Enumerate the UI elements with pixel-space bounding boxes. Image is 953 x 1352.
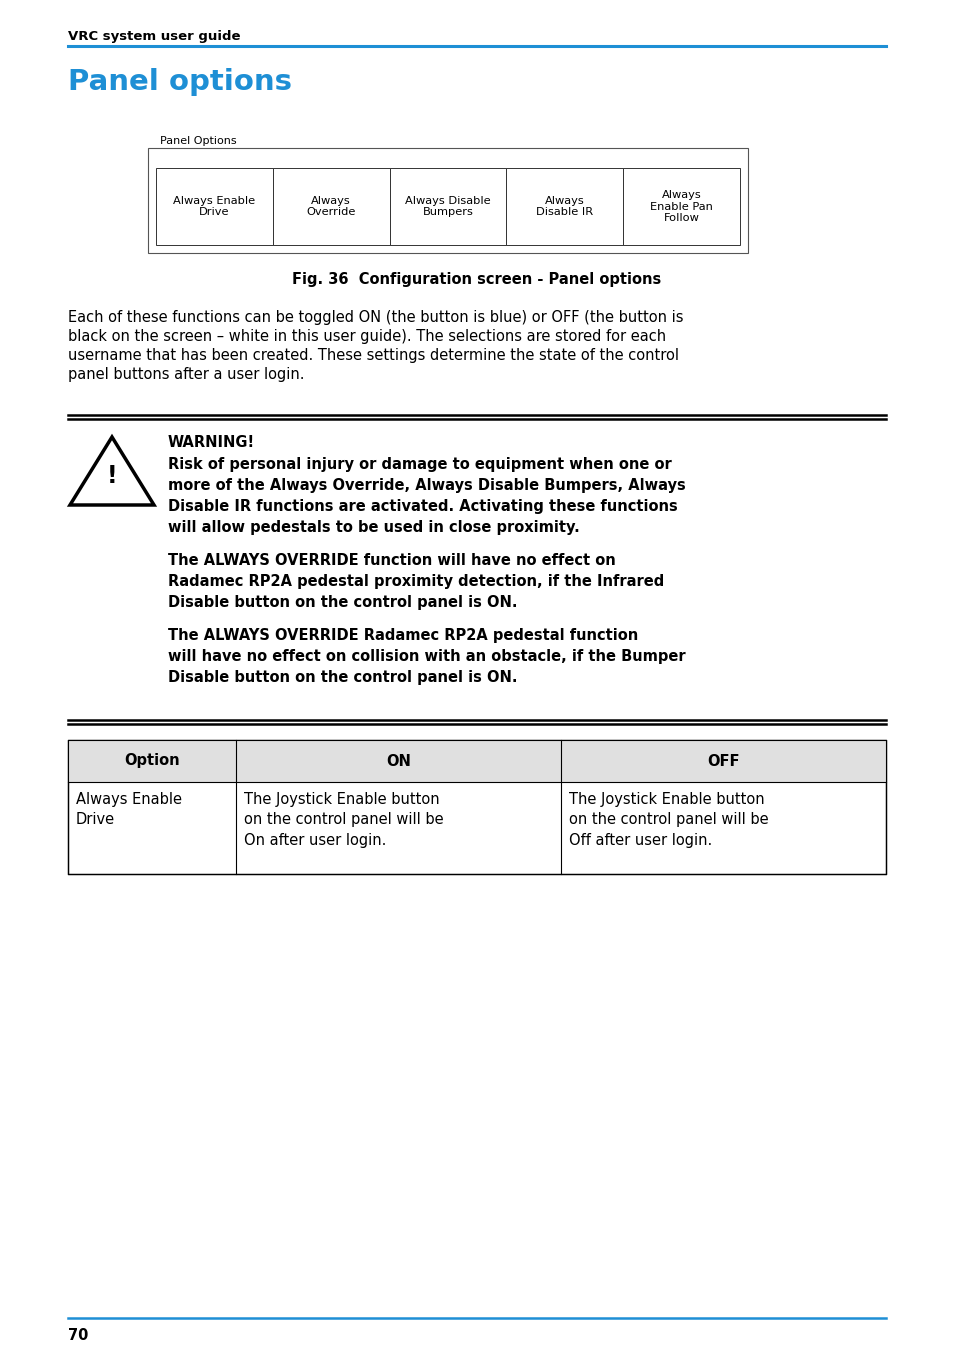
Text: Panel options: Panel options (68, 68, 292, 96)
Text: Each of these functions can be toggled ON (the button is blue) or OFF (the butto: Each of these functions can be toggled O… (68, 310, 682, 324)
Text: ON: ON (385, 753, 411, 768)
Text: Always
Enable Pan
Follow: Always Enable Pan Follow (650, 189, 712, 223)
Text: Panel Options: Panel Options (160, 137, 236, 146)
Text: WARNING!: WARNING! (168, 435, 254, 450)
Text: Always
Disable IR: Always Disable IR (536, 196, 593, 218)
Bar (389, 168, 506, 245)
Bar (506, 168, 622, 245)
Text: VRC system user guide: VRC system user guide (68, 30, 240, 43)
Bar (148, 147, 747, 253)
Bar (622, 168, 740, 245)
Text: black on the screen – white in this user guide). The selections are stored for e: black on the screen – white in this user… (68, 329, 665, 343)
Text: Always Enable
Drive: Always Enable Drive (76, 792, 182, 827)
Text: Radamec RP2A pedestal proximity detection, if the Infrared: Radamec RP2A pedestal proximity detectio… (168, 575, 663, 589)
Text: more of the Always Override, Always Disable Bumpers, Always: more of the Always Override, Always Disa… (168, 479, 685, 493)
Text: Always Disable
Bumpers: Always Disable Bumpers (405, 196, 490, 218)
Text: Disable IR functions are activated. Activating these functions: Disable IR functions are activated. Acti… (168, 499, 677, 514)
Text: will allow pedestals to be used in close proximity.: will allow pedestals to be used in close… (168, 521, 579, 535)
Text: Fig. 36  Configuration screen - Panel options: Fig. 36 Configuration screen - Panel opt… (292, 272, 661, 287)
Text: The Joystick Enable button
on the control panel will be
On after user login.: The Joystick Enable button on the contro… (243, 792, 443, 848)
Text: The Joystick Enable button
on the control panel will be
Off after user login.: The Joystick Enable button on the contro… (568, 792, 768, 848)
Bar (156, 168, 273, 245)
Text: Always Enable
Drive: Always Enable Drive (173, 196, 255, 218)
Text: will have no effect on collision with an obstacle, if the Bumper: will have no effect on collision with an… (168, 649, 685, 664)
Text: username that has been created. These settings determine the state of the contro: username that has been created. These se… (68, 347, 679, 362)
Bar (273, 168, 389, 245)
Bar (68, 740, 885, 873)
Text: Risk of personal injury or damage to equipment when one or: Risk of personal injury or damage to equ… (168, 457, 671, 472)
Text: 70: 70 (68, 1328, 89, 1343)
Text: OFF: OFF (706, 753, 739, 768)
Text: Disable button on the control panel is ON.: Disable button on the control panel is O… (168, 595, 517, 610)
Text: The ALWAYS OVERRIDE Radamec RP2A pedestal function: The ALWAYS OVERRIDE Radamec RP2A pedesta… (168, 627, 638, 644)
Bar (68, 740, 885, 781)
Text: panel buttons after a user login.: panel buttons after a user login. (68, 366, 304, 383)
Polygon shape (70, 437, 153, 506)
Text: Option: Option (124, 753, 179, 768)
Text: The ALWAYS OVERRIDE function will have no effect on: The ALWAYS OVERRIDE function will have n… (168, 553, 615, 568)
Text: Disable button on the control panel is ON.: Disable button on the control panel is O… (168, 671, 517, 685)
Text: !: ! (107, 465, 117, 488)
Text: Always
Override: Always Override (306, 196, 355, 218)
